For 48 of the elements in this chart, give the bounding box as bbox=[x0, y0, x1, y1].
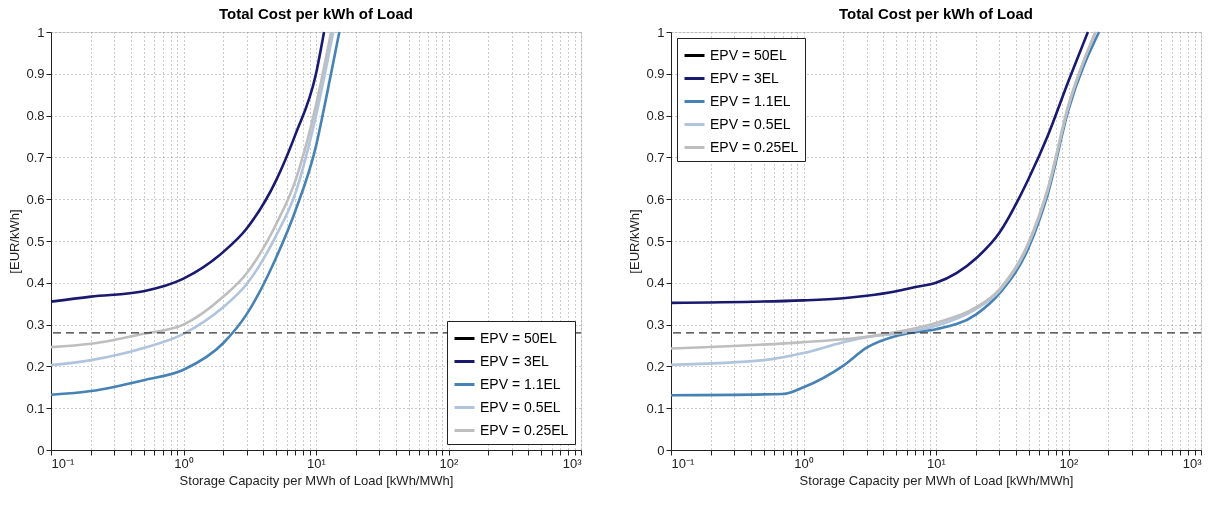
y-tick-label: 0.6 bbox=[646, 191, 665, 207]
legend-label: EPV = 1.1EL bbox=[480, 375, 561, 392]
x-tick-label: 10³ bbox=[1182, 455, 1203, 471]
y-tick-label: 0.5 bbox=[26, 233, 45, 249]
legend-label: EPV = 0.5EL bbox=[480, 398, 561, 415]
x-tick-label: 10¹ bbox=[927, 455, 947, 471]
y-axis-title: [EUR/kWh] bbox=[7, 209, 23, 274]
y-tick-label: 0.6 bbox=[26, 191, 45, 207]
y-tick-label: 0.9 bbox=[646, 66, 665, 82]
y-tick-label: 0.1 bbox=[26, 400, 45, 416]
legend-label: EPV = 50EL bbox=[480, 329, 557, 346]
y-tick-label: 0.7 bbox=[646, 149, 665, 165]
legend-label: EPV = 3EL bbox=[480, 352, 550, 369]
x-tick-label: 10⁰ bbox=[794, 455, 814, 471]
x-tick-label: 10⁻¹ bbox=[671, 455, 695, 471]
y-tick-label: 0.4 bbox=[26, 275, 45, 291]
y-tick-label: 1 bbox=[657, 24, 665, 40]
legend-label: EPV = 0.25EL bbox=[710, 138, 799, 155]
legend-label: EPV = 3EL bbox=[710, 69, 780, 86]
y-axis-title: [EUR/kWh] bbox=[627, 209, 643, 274]
y-tick-label: 0.9 bbox=[26, 66, 45, 82]
y-tick-label: 0.5 bbox=[646, 233, 665, 249]
y-tick-label: 0 bbox=[657, 442, 665, 458]
y-tick-label: 0.8 bbox=[646, 108, 665, 124]
x-axis-title: Storage Capacity per MWh of Load [kWh/MWh] bbox=[799, 472, 1074, 488]
y-tick-label: 0.2 bbox=[646, 358, 665, 374]
legend-label: EPV = 0.5EL bbox=[710, 115, 791, 132]
legend-label: EPV = 50EL bbox=[710, 46, 787, 63]
y-tick-label: 0.3 bbox=[646, 317, 665, 333]
legend-label: EPV = 1.1EL bbox=[710, 92, 791, 109]
chart-title: Total Cost per kWh of Load bbox=[839, 5, 1033, 22]
chart-title: Total Cost per kWh of Load bbox=[219, 5, 413, 22]
x-tick-label: 10² bbox=[439, 455, 460, 471]
x-tick-label: 10² bbox=[1059, 455, 1080, 471]
y-tick-label: 0.2 bbox=[26, 358, 45, 374]
y-tick-label: 1 bbox=[37, 24, 45, 40]
x-tick-label: 10³ bbox=[562, 455, 583, 471]
y-tick-label: 0.4 bbox=[646, 275, 665, 291]
x-axis-title: Storage Capacity per MWh of Load [kWh/MWh] bbox=[179, 472, 454, 488]
y-tick-label: 0.3 bbox=[26, 317, 45, 333]
y-tick-label: 0.8 bbox=[26, 108, 45, 124]
x-tick-label: 10¹ bbox=[307, 455, 327, 471]
x-tick-label: 10⁰ bbox=[174, 455, 194, 471]
y-tick-label: 0.7 bbox=[26, 149, 45, 165]
x-tick-label: 10⁻¹ bbox=[51, 455, 75, 471]
y-tick-label: 0 bbox=[37, 442, 45, 458]
legend-label: EPV = 0.25EL bbox=[480, 421, 569, 438]
y-tick-label: 0.1 bbox=[646, 400, 665, 416]
